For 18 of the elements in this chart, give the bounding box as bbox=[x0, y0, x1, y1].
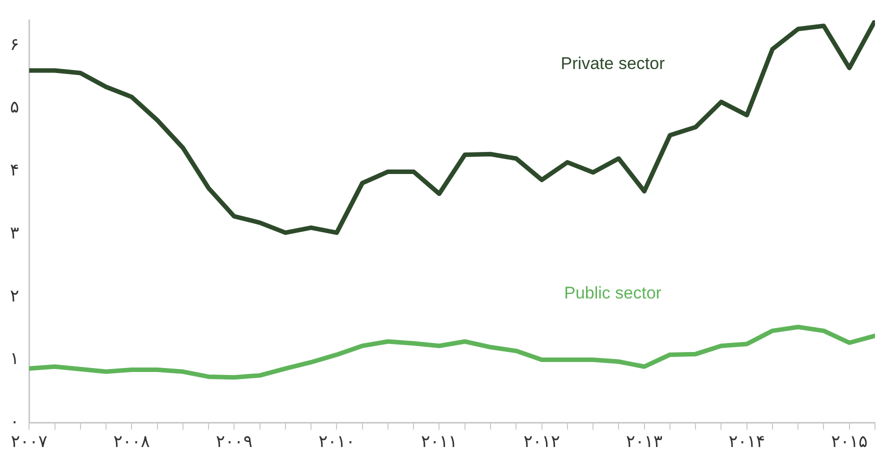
y-tick-label: ۳ bbox=[10, 223, 20, 244]
text: Public sector bbox=[564, 284, 662, 303]
y-tick-label: ۴ bbox=[10, 160, 20, 181]
y-tick-label: ۰ bbox=[10, 412, 20, 432]
x-tick-label: ۲۰۰۸ bbox=[113, 432, 150, 452]
y-tick-label: ۵ bbox=[10, 98, 20, 118]
text: Private sector bbox=[560, 54, 666, 74]
x-tick-label: ۲۰۱۱ bbox=[420, 432, 458, 452]
y-tick-label: ۲ bbox=[10, 286, 20, 306]
x-tick-label: ۲۰۱۰ bbox=[318, 432, 355, 452]
x-tick-label: ۲۰۱۲ bbox=[524, 432, 560, 452]
x-tick-label: ۲۰۰۹ bbox=[216, 432, 252, 452]
y-tick-label: ۱ bbox=[10, 349, 20, 370]
x-tick-label: ۲۰۱۵ bbox=[831, 432, 868, 452]
x-tick-label: ۲۰۱۴ bbox=[728, 432, 766, 452]
y-tick-label: ۶ bbox=[10, 34, 20, 55]
x-tick-label: ۲۰۰۷ bbox=[10, 432, 48, 452]
x-tick-label: ۲۰۱۳ bbox=[626, 432, 663, 452]
